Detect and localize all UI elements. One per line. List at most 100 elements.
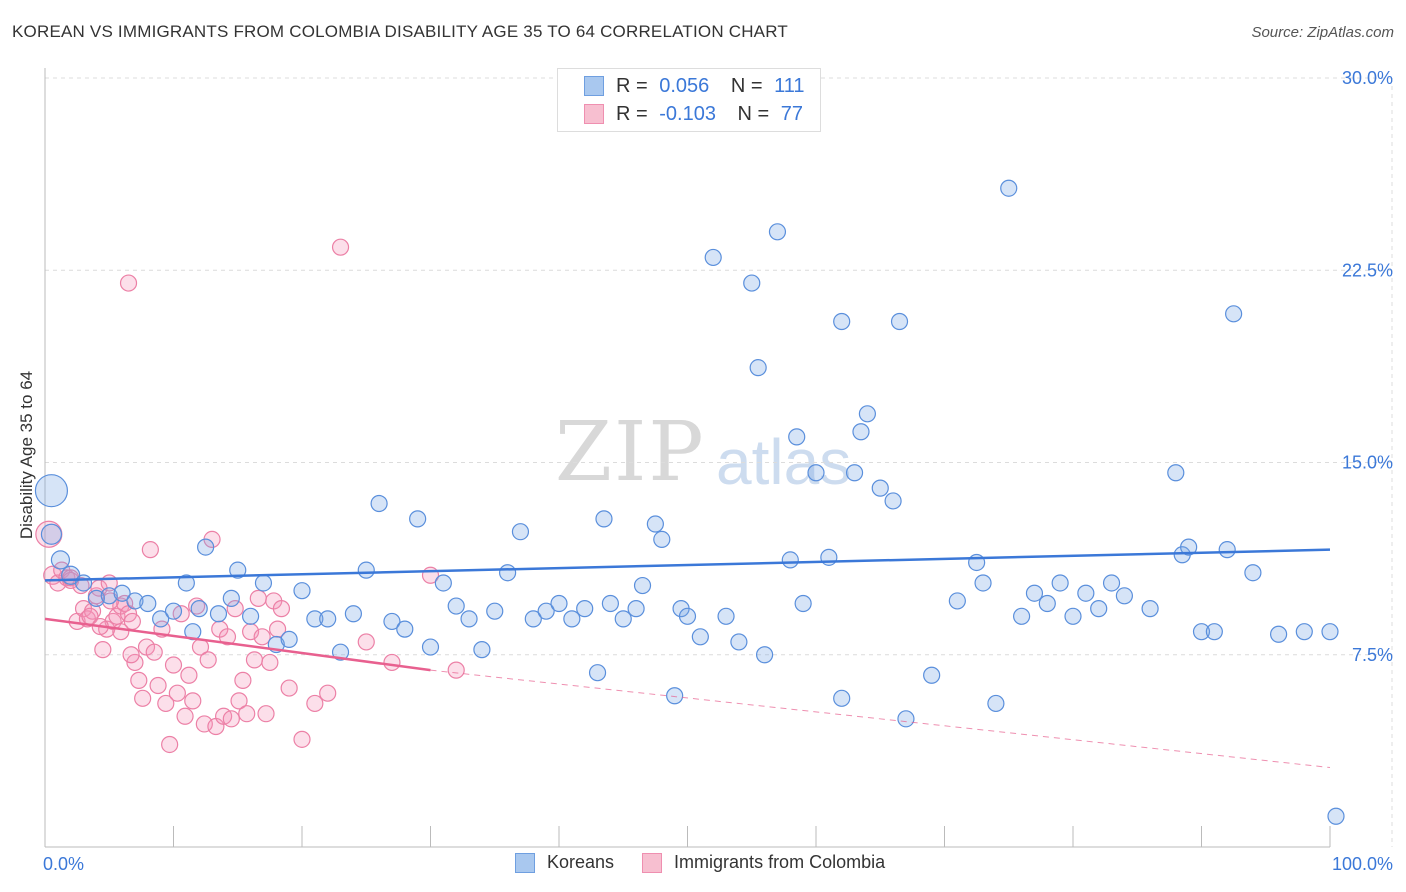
koreans-point — [40, 523, 63, 545]
koreans-point — [254, 574, 273, 592]
koreans-point — [190, 600, 208, 618]
colombia-point — [145, 643, 163, 661]
koreans-point — [222, 589, 240, 607]
colombia-point — [157, 694, 175, 713]
koreans-point — [50, 550, 71, 570]
koreans-point — [306, 610, 324, 628]
koreans-point — [550, 594, 568, 613]
colombia-trendline — [44, 617, 431, 672]
koreans-point — [890, 312, 909, 331]
koreans-point — [280, 630, 298, 648]
koreans-point — [1141, 600, 1159, 618]
legend-item-colombia[interactable]: Immigrants from Colombia — [642, 852, 885, 873]
koreans-point — [633, 576, 652, 595]
koreans-point — [871, 479, 889, 497]
koreans-point — [100, 587, 118, 605]
legend-item-koreans[interactable]: Koreans — [515, 852, 614, 873]
x-tick-label-max: 100.0% — [1332, 854, 1393, 874]
colombia-point — [134, 689, 152, 707]
y-tick-label: 30.0% — [1342, 68, 1393, 88]
colombia-point — [249, 589, 267, 607]
koreans-point — [1025, 584, 1044, 602]
koreans-point — [845, 464, 864, 482]
koreans-point — [974, 574, 992, 592]
koreans-point — [1051, 574, 1069, 592]
koreans-point — [1090, 600, 1108, 618]
koreans-point — [858, 405, 877, 423]
koreans-swatch — [584, 76, 604, 96]
colombia-point — [119, 274, 138, 292]
colombia-legend-swatch — [642, 852, 663, 873]
colombia-point — [383, 653, 401, 672]
koreans-point — [197, 538, 215, 556]
colombia-point — [184, 692, 202, 710]
koreans-point — [833, 312, 851, 331]
koreans-point — [113, 584, 131, 602]
koreans-point — [87, 589, 106, 607]
colombia-swatch — [584, 104, 604, 124]
koreans-point — [1244, 564, 1262, 582]
koreans-point — [768, 223, 787, 241]
koreans-point — [1225, 305, 1243, 323]
koreans-point — [666, 687, 684, 705]
koreans-point — [884, 492, 902, 510]
colombia-point — [180, 666, 198, 684]
koreans-point — [331, 643, 350, 661]
colombia-point — [176, 707, 194, 725]
stats-legend: R = 0.056 N = 111 R = -0.103 N = 77 — [557, 68, 821, 132]
koreans-point — [152, 610, 170, 628]
koreans-point — [704, 248, 722, 267]
koreans-trendline — [44, 548, 1331, 582]
y-tick-label: 15.0% — [1342, 453, 1393, 473]
koreans-point — [229, 561, 247, 579]
koreans-point — [576, 600, 594, 618]
koreans-point — [511, 523, 530, 541]
colombia-point — [149, 676, 167, 695]
koreans-point — [344, 605, 362, 623]
koreans-point — [987, 694, 1005, 713]
n-label: N = — [730, 74, 763, 97]
colombia-point — [130, 671, 148, 689]
koreans-point — [646, 515, 664, 533]
colombia-trendline-extension — [430, 669, 1331, 769]
koreans-point — [486, 602, 504, 620]
legend-label-koreans: Koreans — [547, 852, 615, 872]
watermark-zip: ZIP — [555, 405, 706, 500]
koreans-point — [588, 664, 607, 682]
colombia-point — [126, 653, 144, 672]
colombia-point — [161, 735, 179, 754]
koreans-point — [460, 610, 478, 628]
y-tick-label: 7.5% — [1352, 645, 1393, 665]
koreans-point — [948, 592, 966, 610]
koreans-point — [781, 551, 799, 569]
colombia-point — [226, 600, 244, 618]
colombia-point — [168, 684, 186, 702]
koreans-point — [749, 359, 767, 377]
koreans-point — [1102, 574, 1121, 592]
koreans-point — [370, 494, 388, 513]
colombia-point — [199, 651, 217, 669]
koreans-point — [794, 594, 812, 613]
koreans-point — [1205, 623, 1223, 641]
chart-title: KOREAN VS IMMIGRANTS FROM COLOMBIA DISAB… — [12, 22, 788, 41]
koreans-point — [614, 610, 632, 628]
colombia-point — [234, 671, 252, 689]
koreans-point — [524, 610, 542, 628]
koreans-point — [293, 582, 311, 600]
koreans-point — [383, 612, 401, 631]
koreans-point — [1167, 464, 1185, 482]
r-value-koreans: 0.056 — [659, 74, 710, 97]
koreans-point — [923, 666, 941, 684]
koreans-point — [537, 602, 555, 620]
koreans-point — [1000, 179, 1018, 197]
colombia-point — [116, 594, 134, 613]
legend-label-colombia: Immigrants from Colombia — [674, 852, 886, 872]
colombia-point — [280, 679, 298, 697]
koreans-point — [788, 428, 806, 446]
colombia-point — [218, 628, 237, 646]
r-label: R = — [616, 102, 648, 125]
koreans-point — [1218, 541, 1236, 559]
colombia-point — [257, 705, 275, 723]
koreans-point — [126, 592, 144, 610]
source-label: Source: ZipAtlas.com — [1251, 24, 1394, 41]
